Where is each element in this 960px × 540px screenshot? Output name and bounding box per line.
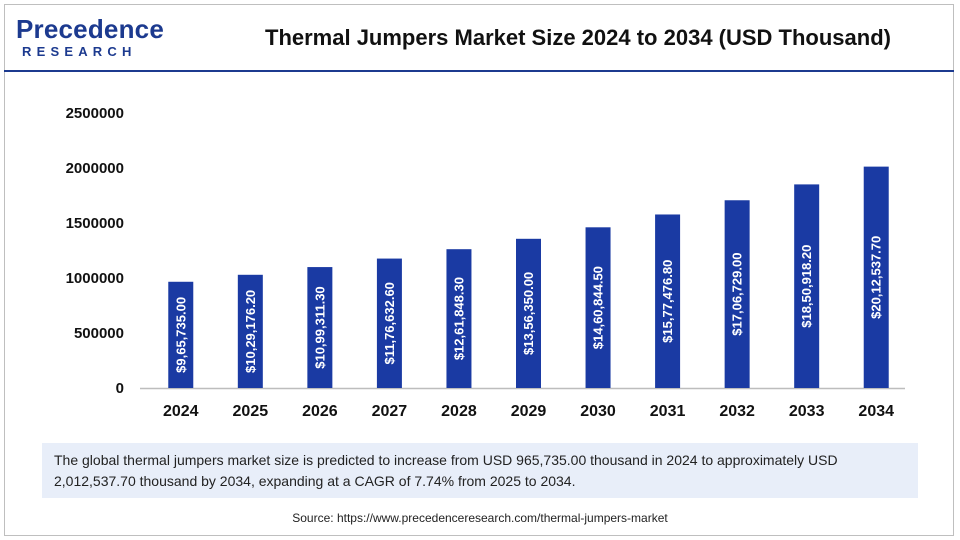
bar-data-label: $10,99,311.30 [312, 286, 327, 368]
x-tick-label: 2030 [580, 403, 616, 420]
y-tick-label: 500000 [74, 325, 124, 342]
bar-data-label: $12,61,848.30 [451, 277, 466, 360]
logo-subtext: RESEARCH [22, 44, 137, 59]
bar-data-label: $14,60,844.50 [591, 266, 606, 349]
bar [237, 274, 263, 388]
bar [307, 267, 333, 388]
x-tick-label: 2025 [233, 403, 269, 420]
x-tick-label: 2032 [719, 403, 755, 420]
bar-data-label: $18,50,918.20 [799, 245, 814, 328]
x-tick-label: 2031 [650, 403, 686, 420]
bar [794, 184, 820, 388]
header: Precedence RESEARCH Thermal Jumpers Mark… [0, 0, 960, 74]
bar-data-label: $20,12,537.70 [869, 236, 884, 319]
bar-chart: 0 500000 1000000 1500000 2000000 2500000 $9,65… [66, 105, 905, 420]
bar [724, 200, 750, 388]
chart-title: Thermal Jumpers Market Size 2024 to 2034… [265, 25, 891, 50]
bar-data-label: $9,65,735.00 [173, 297, 188, 373]
bar [655, 214, 681, 388]
bar-data-label: $15,77,476.80 [660, 260, 675, 343]
y-tick-label: 1000000 [66, 270, 124, 287]
x-tick-label: 2029 [511, 403, 547, 420]
bar [376, 258, 402, 388]
summary-caption: The global thermal jumpers market size i… [42, 443, 918, 498]
bar-data-label: $10,29,176.20 [243, 290, 258, 373]
bar [863, 166, 889, 388]
source-note: Source: https://www.precedenceresearch.c… [292, 511, 668, 525]
y-tick-label: 2500000 [66, 105, 124, 122]
bar-data-label: $11,76,632.60 [382, 282, 397, 364]
y-tick-label: 1500000 [66, 215, 124, 232]
x-tick-label: 2028 [441, 403, 477, 420]
x-tick-label: 2034 [858, 403, 894, 420]
brand-logo: Precedence RESEARCH [16, 14, 166, 62]
bar-data-label: $17,06,729.00 [730, 253, 745, 336]
x-tick-label: 2024 [163, 403, 199, 420]
x-tick-label: 2033 [789, 403, 825, 420]
x-tick-label: 2027 [372, 403, 408, 420]
bar [516, 238, 541, 388]
bar [446, 249, 472, 388]
header-divider [4, 70, 954, 72]
bar [168, 281, 194, 388]
logo-wordmark: Precedence [16, 14, 164, 44]
y-tick-label: 2000000 [66, 160, 124, 177]
bar-data-label: $13,56,350.00 [521, 272, 536, 355]
y-tick-label: 0 [116, 380, 124, 397]
bar [585, 227, 611, 388]
x-tick-label: 2026 [302, 403, 338, 420]
